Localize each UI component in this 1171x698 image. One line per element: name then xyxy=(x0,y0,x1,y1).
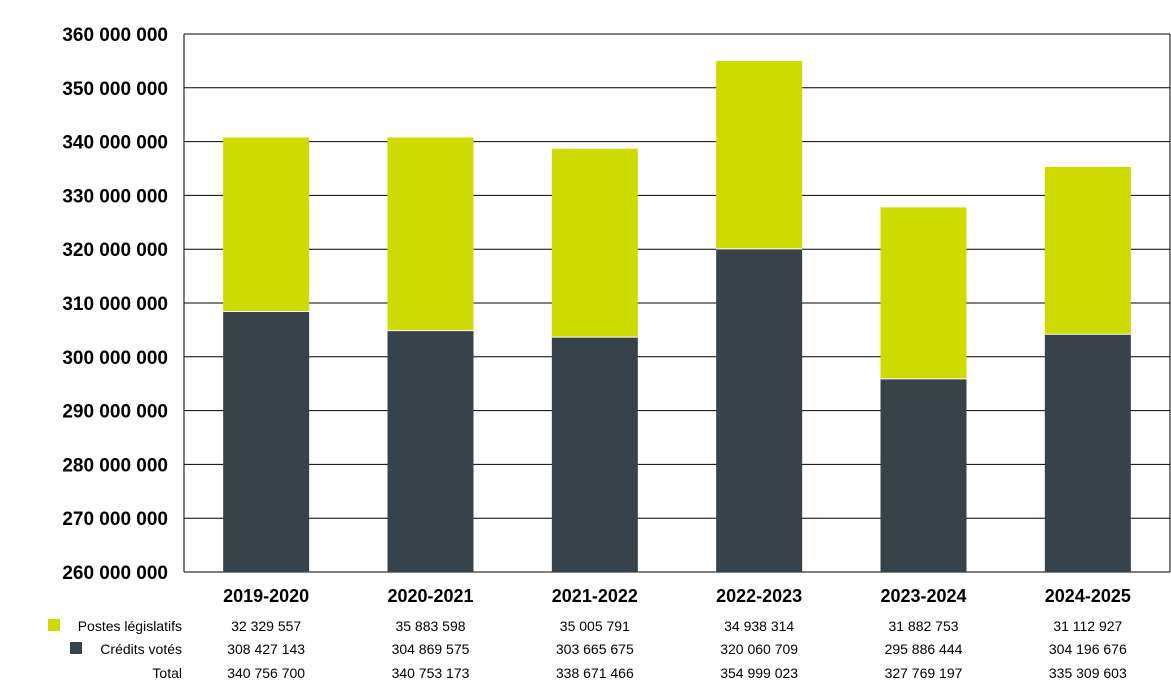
y-tick-label: 340 000 000 xyxy=(62,133,168,154)
table-cell-postes-legislatifs: 34 938 314 xyxy=(724,618,794,634)
y-tick-label: 330 000 000 xyxy=(62,186,168,207)
table-cell-credits-votes: 303 665 675 xyxy=(556,641,634,657)
table-cell-total: 338 671 466 xyxy=(556,665,634,681)
bar-postes-legislatifs xyxy=(551,148,638,338)
bar-credits-votes xyxy=(716,248,803,572)
legend-label-credits-votes: Crédits votés xyxy=(100,641,182,657)
table-cell-total: 335 309 603 xyxy=(1049,665,1127,681)
bar-credits-votes xyxy=(551,337,638,572)
table-cell-credits-votes: 308 427 143 xyxy=(227,641,305,657)
table-cell-total: 327 769 197 xyxy=(885,665,963,681)
x-tick-label: 2023-2024 xyxy=(880,586,966,606)
x-tick-label: 2021-2022 xyxy=(552,586,638,606)
x-tick-label: 2022-2023 xyxy=(716,586,802,606)
x-tick-label: 2020-2021 xyxy=(387,586,473,606)
y-tick-label: 290 000 000 xyxy=(62,402,168,423)
table-cell-total: 340 753 173 xyxy=(392,665,470,681)
legend-label-postes-legislatifs: Postes législatifs xyxy=(78,618,182,634)
table-cell-credits-votes: 304 869 575 xyxy=(392,641,470,657)
bar-credits-votes xyxy=(880,378,967,572)
y-tick-label: 310 000 000 xyxy=(62,294,168,315)
bar-postes-legislatifs xyxy=(880,207,967,379)
y-tick-label: 350 000 000 xyxy=(62,79,168,100)
bar-postes-legislatifs xyxy=(387,137,474,331)
bar-postes-legislatifs xyxy=(716,60,803,249)
y-tick-label: 280 000 000 xyxy=(62,455,168,476)
legend-label-total: Total xyxy=(152,665,182,681)
table-cell-postes-legislatifs: 32 329 557 xyxy=(231,618,301,634)
bar-postes-legislatifs xyxy=(1044,166,1131,335)
bar-credits-votes xyxy=(387,330,474,572)
legend-swatch-postes-legislatifs xyxy=(48,619,60,631)
table-cell-postes-legislatifs: 31 112 927 xyxy=(1053,618,1122,634)
table-cell-credits-votes: 304 196 676 xyxy=(1049,641,1127,657)
table-cell-credits-votes: 320 060 709 xyxy=(720,641,798,657)
table-cell-postes-legislatifs: 31 882 753 xyxy=(888,618,958,634)
y-tick-label: 320 000 000 xyxy=(62,240,168,261)
bar-postes-legislatifs xyxy=(223,137,310,312)
bar-credits-votes xyxy=(223,311,310,572)
table-cell-credits-votes: 295 886 444 xyxy=(885,641,963,657)
table-cell-postes-legislatifs: 35 883 598 xyxy=(395,618,465,634)
x-tick-label: 2024-2025 xyxy=(1045,586,1131,606)
y-tick-label: 300 000 000 xyxy=(62,348,168,369)
table-cell-postes-legislatifs: 35 005 791 xyxy=(560,618,630,634)
table-cell-total: 340 756 700 xyxy=(227,665,305,681)
bar-credits-votes xyxy=(1044,334,1131,572)
y-tick-label: 260 000 000 xyxy=(62,563,168,584)
y-tick-label: 360 000 000 xyxy=(62,25,168,46)
y-tick-label: 270 000 000 xyxy=(62,509,168,530)
x-tick-label: 2019-2020 xyxy=(223,586,309,606)
table-cell-total: 354 999 023 xyxy=(720,665,798,681)
legend-swatch-credits-votes xyxy=(70,642,82,654)
